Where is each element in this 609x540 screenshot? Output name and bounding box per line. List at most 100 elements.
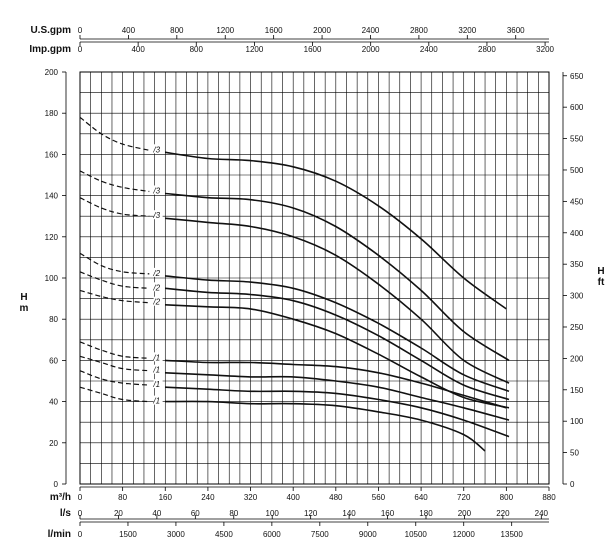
h-ft-tick-label: 100 (570, 417, 584, 426)
lmin-tick-label: 13500 (501, 530, 524, 539)
m3h-tick-label: 160 (159, 493, 173, 502)
curve-label: /2 (152, 269, 160, 278)
us-gpm-tick-label: 3600 (507, 26, 525, 35)
lmin-tick-label: 0 (78, 530, 83, 539)
curve-solid-3 (165, 217, 510, 384)
imp-gpm-tick-label: 800 (190, 45, 204, 54)
us-gpm-tick-label: 2400 (362, 26, 380, 35)
h-ft-tick-label: 150 (570, 386, 584, 395)
curve-solid-4 (165, 275, 510, 393)
curve-label-bg (153, 210, 163, 220)
m3h-tick-label: 640 (414, 493, 428, 502)
ls-tick-label: 60 (191, 509, 200, 518)
curve-label-bg (153, 185, 163, 195)
m3h-tick-label: 0 (78, 493, 83, 502)
us-gpm-axis-label: U.S.gpm (30, 25, 71, 36)
curve-label-bg (153, 144, 163, 154)
m3h-tick-label: 240 (201, 493, 215, 502)
ls-axis-label: l/s (60, 508, 72, 519)
lmin-tick-label: 1500 (119, 530, 137, 539)
curve-label: /1 (152, 353, 160, 362)
ls-tick-label: 20 (114, 509, 123, 518)
m3h-tick-label: 320 (244, 493, 258, 502)
lmin-tick-label: 10500 (405, 530, 428, 539)
plot-frame (79, 71, 550, 485)
curve-label: /3 (152, 211, 160, 220)
h-ft-tick-label: 350 (570, 260, 584, 269)
curve-label: /1 (152, 366, 160, 375)
h-ft-tick-label: 500 (570, 166, 584, 175)
curve-solid-10 (165, 400, 486, 452)
h-m-tick-label: 160 (45, 150, 59, 159)
h-ft-tick-label: 600 (570, 103, 584, 112)
h-m-axis-unit: m (20, 303, 29, 314)
imp-gpm-tick-label: 400 (131, 45, 145, 54)
m3h-tick-label: 400 (287, 493, 301, 502)
ls-tick-label: 180 (419, 509, 433, 518)
ls-tick-label: 160 (381, 509, 395, 518)
lmin-axis-label: l/min (48, 529, 71, 540)
h-m-tick-label: 140 (45, 192, 59, 201)
ls-tick-label: 220 (496, 509, 510, 518)
imp-gpm-tick-label: 2400 (420, 45, 438, 54)
us-gpm-tick-label: 0 (78, 26, 83, 35)
curve-label: /2 (152, 298, 160, 307)
imp-gpm-tick-label: 0 (78, 45, 83, 54)
curve-dashed-6 (79, 289, 150, 304)
h-ft-tick-label: 0 (570, 480, 575, 489)
us-gpm-tick-label: 800 (170, 26, 184, 35)
curve-solid-2 (165, 192, 510, 362)
m3h-tick-label: 480 (329, 493, 343, 502)
curve-solid-9 (165, 386, 510, 438)
m3h-tick-label: 560 (372, 493, 386, 502)
h-m-tick-label: 180 (45, 109, 59, 118)
h-ft-tick-label: 550 (570, 135, 584, 144)
h-ft-tick-label: 450 (570, 197, 584, 206)
h-ft-axis-label: H (597, 266, 604, 277)
h-m-tick-label: 60 (49, 356, 58, 365)
h-m-tick-label: 200 (45, 68, 59, 77)
ls-tick-label: 200 (458, 509, 472, 518)
curve-dashed-9 (79, 370, 150, 386)
us-gpm-tick-label: 2800 (410, 26, 428, 35)
h-ft-tick-label: 400 (570, 229, 584, 238)
h-m-tick-label: 80 (49, 315, 58, 324)
curve-solid-5 (165, 287, 510, 401)
ls-tick-label: 140 (342, 509, 356, 518)
us-gpm-tick-label: 3200 (458, 26, 476, 35)
imp-gpm-tick-label: 1200 (246, 45, 264, 54)
curve-solid-7 (165, 359, 507, 409)
curve-label-bg (153, 352, 163, 362)
us-gpm-tick-label: 1200 (216, 26, 234, 35)
lmin-tick-label: 9000 (359, 530, 377, 539)
ls-tick-label: 100 (266, 509, 280, 518)
curve-label: /3 (152, 145, 160, 154)
us-gpm-tick-label: 400 (122, 26, 136, 35)
curve-dashed-2 (79, 170, 150, 193)
curve-dashed-7 (79, 341, 150, 359)
h-m-tick-label: 20 (49, 439, 58, 448)
ls-tick-label: 0 (78, 509, 83, 518)
ls-tick-label: 120 (304, 509, 318, 518)
ls-tick-label: 80 (229, 509, 238, 518)
us-gpm-tick-label: 2000 (313, 26, 331, 35)
m3h-tick-label: 800 (500, 493, 514, 502)
imp-gpm-axis-label: Imp.gpm (29, 44, 71, 55)
lmin-tick-label: 12000 (453, 530, 476, 539)
curve-label: /2 (152, 283, 160, 292)
curve-label-bg (153, 364, 163, 374)
m3h-axis-label: m³/h (50, 492, 71, 503)
h-m-tick-label: 120 (45, 233, 59, 242)
curve-label: /1 (152, 397, 160, 406)
curve-dashed-3 (79, 197, 150, 217)
imp-gpm-tick-label: 2800 (478, 45, 496, 54)
h-ft-tick-label: 300 (570, 292, 584, 301)
h-ft-tick-label: 200 (570, 354, 584, 363)
h-m-tick-label: 100 (45, 274, 59, 283)
m3h-tick-label: 80 (118, 493, 127, 502)
curve-label-bg (153, 267, 163, 277)
ls-tick-label: 40 (152, 509, 161, 518)
curve-dashed-5 (79, 271, 150, 289)
lmin-tick-label: 7500 (311, 530, 329, 539)
